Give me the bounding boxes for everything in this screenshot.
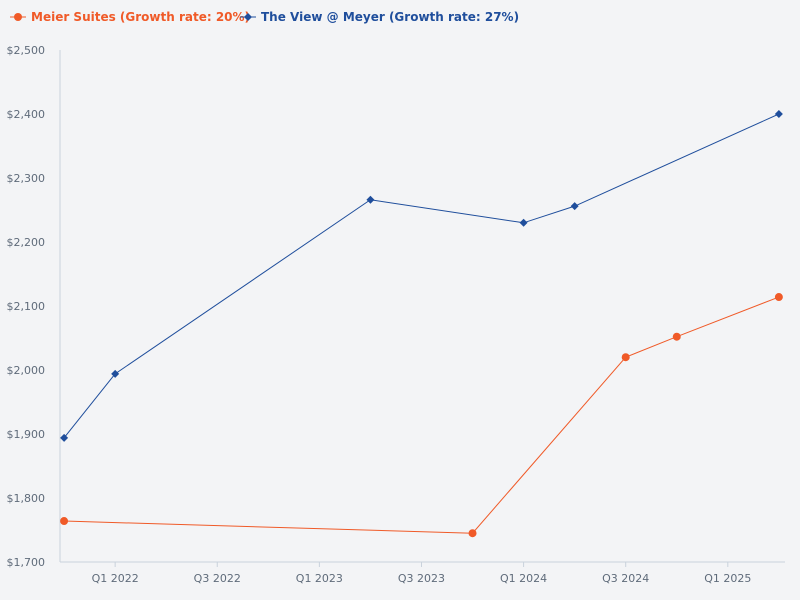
legend-label: Meier Suites (Growth rate: 20%) bbox=[31, 10, 250, 24]
data-point-the-view-meyer[interactable] bbox=[366, 195, 375, 204]
legend-marker-diamond bbox=[244, 13, 252, 21]
data-point-meier-suites[interactable] bbox=[468, 529, 477, 538]
y-tick-label: $2,000 bbox=[7, 364, 46, 377]
data-point-the-view-meyer[interactable] bbox=[519, 218, 528, 227]
x-tick-label: Q3 2022 bbox=[194, 572, 241, 585]
x-tick-label: Q1 2025 bbox=[704, 572, 751, 585]
legend: Meier Suites (Growth rate: 20%) The View … bbox=[10, 10, 519, 24]
y-tick-label: $1,800 bbox=[7, 492, 46, 505]
legend-label: The View @ Meyer (Growth rate: 27%) bbox=[261, 10, 519, 24]
data-point-the-view-meyer[interactable] bbox=[570, 202, 579, 211]
x-tick-label: Q1 2022 bbox=[92, 572, 139, 585]
data-point-meier-suites[interactable] bbox=[774, 293, 783, 302]
series-the-view-meyer bbox=[60, 110, 783, 442]
x-tick-label: Q1 2023 bbox=[296, 572, 343, 585]
y-tick-label: $1,900 bbox=[7, 428, 46, 441]
y-tick-label: $2,400 bbox=[7, 108, 46, 121]
data-point-meier-suites[interactable] bbox=[672, 332, 681, 341]
y-tick-label: $2,500 bbox=[7, 44, 46, 57]
data-point-the-view-meyer[interactable] bbox=[60, 433, 69, 442]
legend-item-the-view-meyer[interactable]: The View @ Meyer (Growth rate: 27%) bbox=[240, 10, 519, 24]
y-tick-label: $2,200 bbox=[7, 236, 46, 249]
series-line-meier-suites bbox=[64, 296, 780, 534]
plot-area bbox=[60, 110, 783, 538]
data-point-meier-suites[interactable] bbox=[621, 353, 630, 362]
data-point-meier-suites[interactable] bbox=[60, 517, 69, 526]
legend-item-meier-suites[interactable]: Meier Suites (Growth rate: 20%) bbox=[10, 10, 250, 24]
series-meier-suites bbox=[60, 293, 783, 538]
series-line-the-view-meyer bbox=[63, 113, 780, 439]
data-point-the-view-meyer[interactable] bbox=[111, 369, 120, 378]
x-tick-label: Q3 2024 bbox=[602, 572, 649, 585]
data-point-the-view-meyer[interactable] bbox=[774, 110, 783, 118]
x-tick-label: Q1 2024 bbox=[500, 572, 547, 585]
y-tick-label: $2,300 bbox=[7, 172, 46, 185]
x-tick-label: Q3 2023 bbox=[398, 572, 445, 585]
axes: $1,700 $1,800 $1,900 $2,000 $2,100 $2,200 $2,3… bbox=[7, 44, 785, 585]
y-tick-label: $2,100 bbox=[7, 300, 46, 313]
y-tick-label: $1,700 bbox=[7, 556, 46, 569]
legend-marker-circle bbox=[14, 13, 22, 21]
